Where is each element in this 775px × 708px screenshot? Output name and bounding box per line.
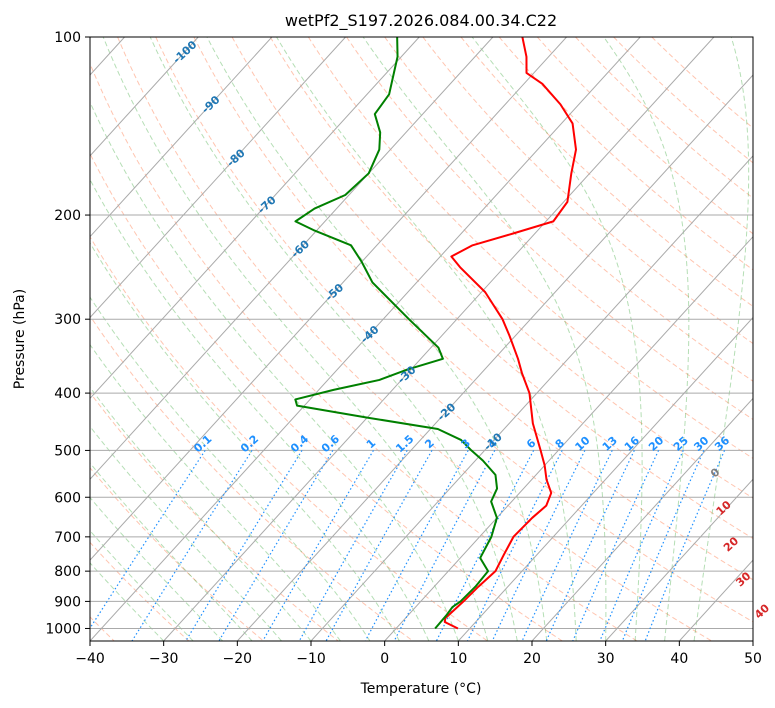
y-tick-label: 800: [54, 564, 81, 580]
moist-adiabat-line: [149, 37, 518, 641]
isotherm-line: [90, 37, 567, 561]
temperature-profile-line: [443, 37, 577, 630]
isotherm-line: [90, 37, 199, 157]
isotherm-line: [236, 74, 753, 641]
y-tick-label: 400: [54, 386, 81, 402]
mixing-ratio-line: [572, 450, 660, 641]
dry-adiabat-line: [498, 37, 753, 271]
mixing-ratio-line: [644, 450, 726, 641]
dry-adiabat-line: [231, 37, 753, 540]
x-tick-label: 50: [744, 651, 762, 667]
x-axis-label: Temperature (°C): [360, 681, 482, 697]
x-tick-label: 10: [449, 651, 467, 667]
y-tick-label: 700: [54, 530, 81, 546]
isotherm-line: [90, 37, 494, 481]
mixing-ratio-line: [262, 450, 374, 641]
chart-title: wetPf2_S197.2026.084.00.34.C22: [285, 11, 557, 31]
x-tick-label: 20: [523, 651, 541, 667]
y-axis-label: Pressure (hPa): [12, 289, 28, 389]
mixing-ratio-line: [298, 450, 408, 641]
moist-adiabat-line: [693, 37, 750, 641]
isotherm-line: [310, 155, 753, 641]
dry-adiabat-line: [269, 37, 753, 499]
profiles: [294, 37, 577, 630]
moist-adiabat-line: [90, 178, 430, 641]
x-tick-label: 0: [380, 651, 389, 667]
y-tick-label: 600: [54, 490, 81, 506]
x-tick-label: 30: [597, 651, 615, 667]
y-tick-label: 500: [54, 443, 81, 459]
mixing-ratio-line: [131, 450, 253, 641]
dry-adiabat-line: [90, 467, 264, 641]
mixing-ratio-line: [218, 450, 334, 641]
moist-adiabats: [90, 37, 750, 641]
moist-adiabat-line: [90, 386, 312, 641]
isotherm-line: [384, 235, 753, 641]
y-tick-label: 200: [54, 208, 81, 224]
x-tick-label: −10: [296, 651, 326, 667]
mixing-ratio-line: [185, 450, 303, 641]
isotherm-line: [90, 37, 346, 319]
x-tick-label: −40: [75, 651, 105, 667]
moist-adiabat-line: [90, 462, 253, 641]
isotherm-line: [90, 37, 420, 400]
mixing-ratio-line: [393, 450, 496, 641]
moist-adiabat-line: [90, 529, 194, 641]
isotherm-line: [90, 37, 641, 641]
x-axis-ticks: −40 −30 −20 −10 0 10 20 30 40 50: [75, 641, 762, 667]
isotherm-line: [163, 37, 715, 641]
y-tick-label: 900: [54, 594, 81, 610]
moist-adiabat-line: [90, 562, 165, 641]
x-tick-label: −30: [149, 651, 179, 667]
mixing-ratio-line: [599, 450, 684, 641]
x-tick-label: −20: [223, 651, 253, 667]
dry-adiabat-line: [193, 37, 753, 581]
moist-adiabat-line: [471, 37, 643, 641]
y-tick-label: 300: [54, 312, 81, 328]
y-tick-label: 1000: [45, 621, 81, 637]
moist-adiabat-line: [102, 37, 489, 641]
moist-adiabat-line: [603, 37, 690, 641]
mixing-ratio-line: [364, 450, 469, 641]
mixing-ratio-line: [90, 450, 206, 630]
moist-adiabat-line: [90, 242, 400, 641]
dewpoint-profile-line: [294, 37, 499, 630]
moist-adiabat-line: [90, 101, 459, 641]
mixing-ratio-line: [491, 450, 586, 641]
dry-adiabat-line: [422, 37, 753, 345]
y-axis-ticks: 100 200 300 400 500 600 700 800 900 1000: [45, 30, 90, 637]
dry-adiabat-line: [613, 37, 753, 164]
mixing-ratio-line: [545, 450, 635, 641]
x-tick-label: 40: [670, 651, 688, 667]
dry-adiabat-line: [384, 37, 753, 382]
dry-adiabat-line: [155, 37, 753, 623]
plot-area: [90, 37, 753, 641]
moist-adiabat-line: [90, 296, 371, 641]
plot-frame: [89, 36, 754, 642]
mixing-ratio-line: [325, 450, 433, 641]
dry-adiabat-line: [90, 391, 339, 641]
moist-adiabat-line: [90, 496, 223, 641]
isotherm-line: [605, 478, 753, 641]
y-tick-label: 100: [54, 30, 81, 46]
isotherm-line: [90, 37, 273, 238]
mixing-ratio-line: [621, 450, 705, 641]
isotherm-line: [457, 316, 753, 641]
moist-adiabat-line: [362, 37, 607, 641]
dry-adiabat-line: [90, 152, 563, 641]
dry-adiabat-line: [117, 37, 712, 641]
mixing-ratio-lines: [90, 450, 726, 641]
isotherm-line: [531, 397, 753, 641]
isobars: [90, 37, 753, 629]
moist-adiabat-line: [276, 37, 577, 641]
isotherms: [90, 37, 753, 641]
dry-adiabat-line: [575, 37, 753, 199]
